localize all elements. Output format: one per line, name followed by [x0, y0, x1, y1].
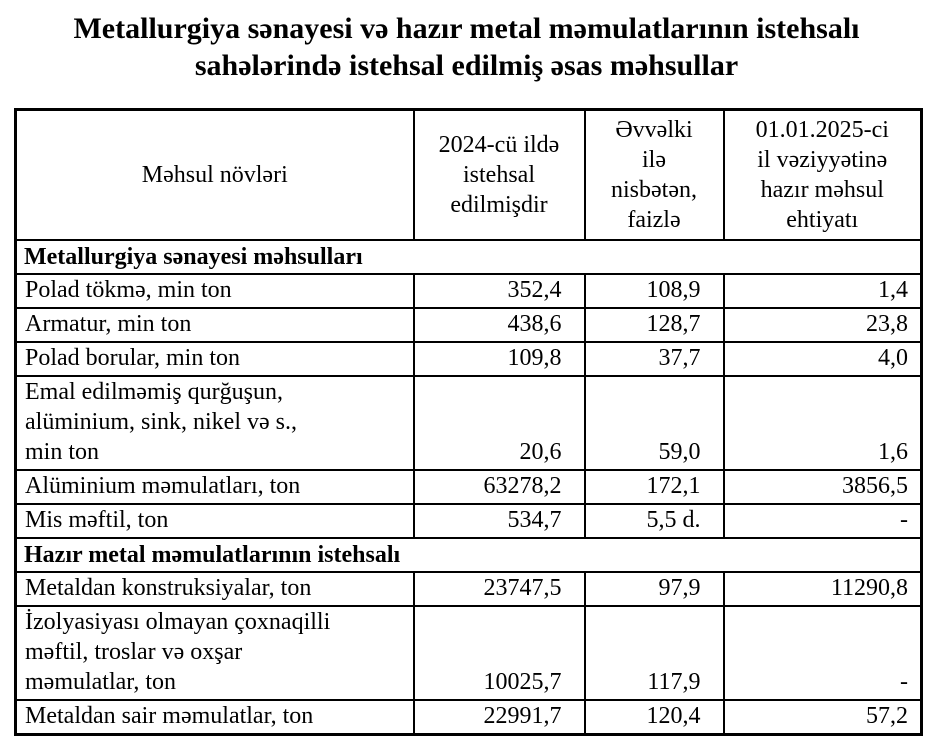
table-row: İzolyasiyası olmayan çoxnaqilli məftil, … — [14, 604, 923, 701]
product-name-cell: Polad borular, min ton — [14, 340, 415, 377]
header-product-types: Məhsul növləri — [14, 108, 415, 241]
percent-cell: 37,7 — [583, 340, 725, 377]
section-row-metallurgy: Metallurgiya sənayesi məhsulları — [14, 238, 923, 275]
percent-cell: 97,9 — [583, 570, 725, 607]
table-row: Metaldan konstruksiyalar, ton 23747,5 97… — [14, 570, 923, 607]
section-title: Metallurgiya sənayesi məhsulları — [14, 238, 923, 275]
percent-cell: 59,0 — [583, 374, 725, 471]
produced-cell: 352,4 — [412, 272, 586, 309]
table-row: Mis məftil, ton 534,7 5,5 d. - — [14, 502, 923, 539]
table-row: Polad borular, min ton 109,8 37,7 4,0 — [14, 340, 923, 377]
product-name-cell: İzolyasiyası olmayan çoxnaqilli məftil, … — [14, 604, 415, 701]
product-name-cell: Polad tökmə, min ton — [14, 272, 415, 309]
header-produced-2024: 2024-cü ildə istehsal edilmişdir — [412, 108, 586, 241]
percent-cell: 117,9 — [583, 604, 725, 701]
produced-cell: 438,6 — [412, 306, 586, 343]
product-name-cell: Alüminium məmulatları, ton — [14, 468, 415, 505]
percent-cell: 172,1 — [583, 468, 725, 505]
table-row: Polad tökmə, min ton 352,4 108,9 1,4 — [14, 272, 923, 309]
produced-cell: 23747,5 — [412, 570, 586, 607]
produced-cell: 109,8 — [412, 340, 586, 377]
percent-cell: 108,9 — [583, 272, 725, 309]
produced-cell: 20,6 — [412, 374, 586, 471]
header-stock-01-01-2025: 01.01.2025-ci il vəziyyətinə hazır məhsu… — [722, 108, 923, 241]
table-row: Armatur, min ton 438,6 128,7 23,8 — [14, 306, 923, 343]
produced-cell: 534,7 — [412, 502, 586, 539]
stock-cell: 3856,5 — [722, 468, 923, 505]
stock-cell: - — [722, 502, 923, 539]
percent-cell: 128,7 — [583, 306, 725, 343]
stock-cell: 23,8 — [722, 306, 923, 343]
stock-cell: - — [722, 604, 923, 701]
product-name-cell: Armatur, min ton — [14, 306, 415, 343]
product-name-cell: Mis məftil, ton — [14, 502, 415, 539]
header-percent-vs-previous: Əvvəlki ilə nisbətən, faizlə — [583, 108, 725, 241]
produced-cell: 63278,2 — [412, 468, 586, 505]
table-row: Alüminium məmulatları, ton 63278,2 172,1… — [14, 468, 923, 505]
page-title: Metallurgiya sənayesi və hazır metal məm… — [73, 12, 860, 82]
stock-cell: 1,4 — [722, 272, 923, 309]
table-header-row: Məhsul növləri 2024-cü ildə istehsal edi… — [14, 108, 923, 241]
product-name-cell: Emal edilməmiş qurğuşun, alüminium, sink… — [14, 374, 415, 471]
produced-cell: 10025,7 — [412, 604, 586, 701]
table-row: Emal edilməmiş qurğuşun, alüminium, sink… — [14, 374, 923, 471]
product-name-cell: Metaldan konstruksiyalar, ton — [14, 570, 415, 607]
section-row-finished-metal: Hazır metal məmulatlarının istehsalı — [14, 536, 923, 573]
section-title: Hazır metal məmulatlarının istehsalı — [14, 536, 923, 573]
percent-cell: 5,5 d. — [583, 502, 725, 539]
products-table: Məhsul növləri 2024-cü ildə istehsal edi… — [14, 108, 923, 736]
stock-cell: 11290,8 — [722, 570, 923, 607]
stock-cell: 4,0 — [722, 340, 923, 377]
stock-cell: 1,6 — [722, 374, 923, 471]
